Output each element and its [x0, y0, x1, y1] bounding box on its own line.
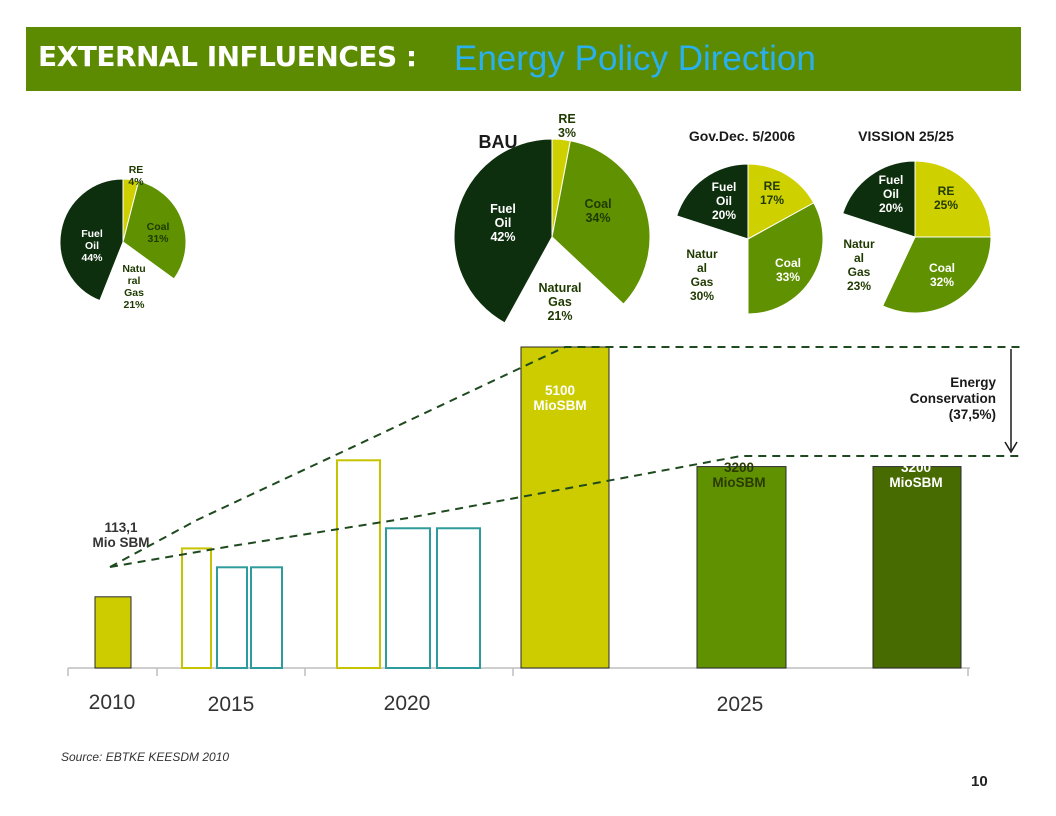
bar-2025-vission-25-25 [872, 466, 962, 669]
x-tick-label: 2020 [384, 692, 431, 715]
pie-title: Gov.Dec. 5/2006 [689, 128, 796, 144]
pie-slice-coal [551, 140, 651, 305]
pie-title: VISSION 25/25 [858, 128, 954, 144]
bar-value-label: 5100 MioSBM [533, 383, 586, 413]
pie-label-re: RE 17% [760, 179, 784, 207]
pie-slice-re [747, 163, 815, 240]
bar-value-label: 113,1 Mio SBM [93, 520, 150, 550]
pie-label-natural-gas: Natur al Gas 30% [686, 247, 718, 303]
pie-title: BAU [479, 132, 518, 152]
pie-label-natural-gas: Natur al Gas 23% [843, 237, 875, 293]
pie-slice-fuel-oil [842, 160, 916, 238]
bar-2010-bau [94, 596, 132, 669]
pie-slice-natural-gas [504, 236, 625, 336]
slide-title: EXTERNAL INFLUENCES : [38, 40, 417, 73]
pie-label-fuel-oil: Fuel Oil 42% [490, 202, 516, 244]
pie-slice-fuel-oil [59, 178, 124, 302]
bar-2025-gov-dec-5-2006 [696, 466, 787, 669]
pie-chart-4 [838, 160, 992, 314]
pie-label-fuel-oil: Fuel Oil 44% [81, 228, 103, 264]
pie-slice-fuel-oil [676, 163, 749, 240]
conservation-arrowhead [1004, 441, 1018, 454]
pie-chart-2 [453, 138, 651, 336]
bar-value-label: 3200 MioSBM [712, 460, 765, 490]
bar-2020-gov-dec-5-2006 [385, 527, 431, 669]
pie-slice-fuel-oil [453, 138, 553, 324]
x-tick-label: 2025 [717, 693, 764, 716]
pie-chart-3 [672, 163, 824, 315]
pie-label-re: RE 4% [128, 164, 144, 188]
source-note: Source: EBTKE KEESDM 2010 [61, 750, 230, 764]
pie-label-coal: Coal 34% [584, 197, 611, 225]
pie-label-fuel-oil: Fuel Oil 20% [879, 173, 904, 215]
pie-slice-coal [122, 180, 187, 280]
page-number: 10 [971, 773, 988, 790]
x-tick-label: 2015 [208, 693, 255, 716]
bar-2025-bau [520, 346, 610, 669]
pie-label-coal: Coal 32% [929, 261, 955, 289]
pie-slice-natural-gas [838, 212, 916, 307]
bar-2020-vission-25-25 [436, 527, 481, 669]
pie-label-coal: Coal 31% [147, 221, 170, 245]
bar-2015-gov-dec-5-2006 [216, 566, 248, 670]
bar-value-label: 3200 MioSBM [889, 460, 942, 490]
pie-label-fuel-oil: Fuel Oil 20% [712, 180, 737, 222]
slide-subtitle: Energy Policy Direction [454, 39, 816, 78]
pie-label-re: RE 3% [558, 112, 576, 140]
pie-slice-re [914, 160, 992, 238]
pie-label-re: RE 25% [934, 184, 958, 212]
bar-2020-bau [336, 459, 381, 670]
pie-slice-natural-gas [99, 241, 175, 306]
energy-conservation-annotation: Energy Conservation (37,5%) [910, 375, 997, 422]
pie-slice-coal [747, 202, 824, 315]
bar-2015-vission-25-25 [250, 566, 283, 670]
pie-chart-1 [59, 178, 187, 306]
pie-slice-natural-gas [672, 215, 749, 315]
x-tick-label: 2010 [89, 691, 136, 714]
pie-label-coal: Coal 33% [775, 256, 801, 284]
bar-2015-bau [181, 547, 212, 669]
title-banner: EXTERNAL INFLUENCES : Energy Policy Dire… [26, 27, 1021, 91]
trend-line-policy [109, 455, 1022, 568]
pie-slice-coal [881, 236, 992, 314]
